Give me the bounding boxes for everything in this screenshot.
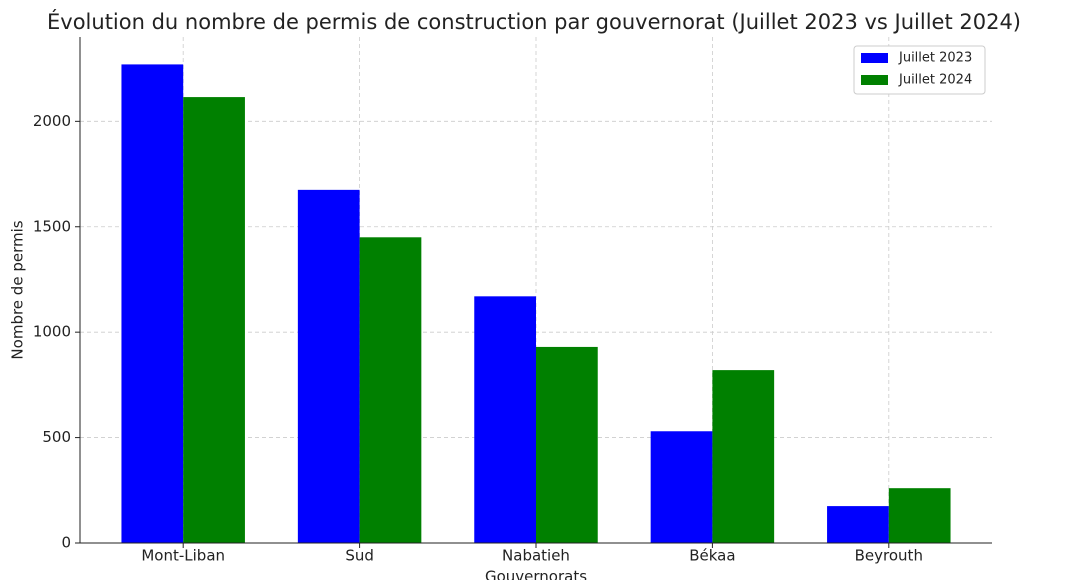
x-axis-label: Gouvernorats	[485, 568, 587, 580]
x-tick-label: Mont-Liban	[141, 547, 225, 565]
legend-swatch	[861, 53, 888, 63]
bar	[827, 506, 889, 543]
x-tick-label: Sud	[345, 547, 374, 565]
bar	[297, 189, 360, 543]
x-tick-label: Nabatieh	[502, 547, 570, 565]
bar	[536, 346, 598, 543]
y-tick-label: 0	[61, 534, 71, 552]
y-tick-label: 1000	[33, 323, 71, 341]
y-axis-label: Nombre de permis	[9, 220, 27, 359]
y-tick-label: 1500	[33, 217, 71, 235]
y-tick-label: 500	[42, 428, 71, 446]
chart-title: Évolution du nombre de permis de constru…	[47, 9, 1021, 34]
bar	[183, 97, 245, 544]
legend-label: Juillet 2024	[898, 73, 972, 88]
bar	[712, 370, 775, 543]
y-tick-label: 2000	[33, 112, 71, 130]
bar	[359, 237, 422, 543]
bar	[888, 488, 951, 543]
x-tick-label: Beyrouth	[855, 547, 923, 565]
legend-swatch	[861, 75, 888, 85]
x-tick-label: Békaa	[689, 547, 735, 565]
bar	[121, 64, 184, 544]
legend-label: Juillet 2023	[898, 51, 972, 66]
bar	[650, 431, 713, 543]
bar	[474, 296, 536, 543]
